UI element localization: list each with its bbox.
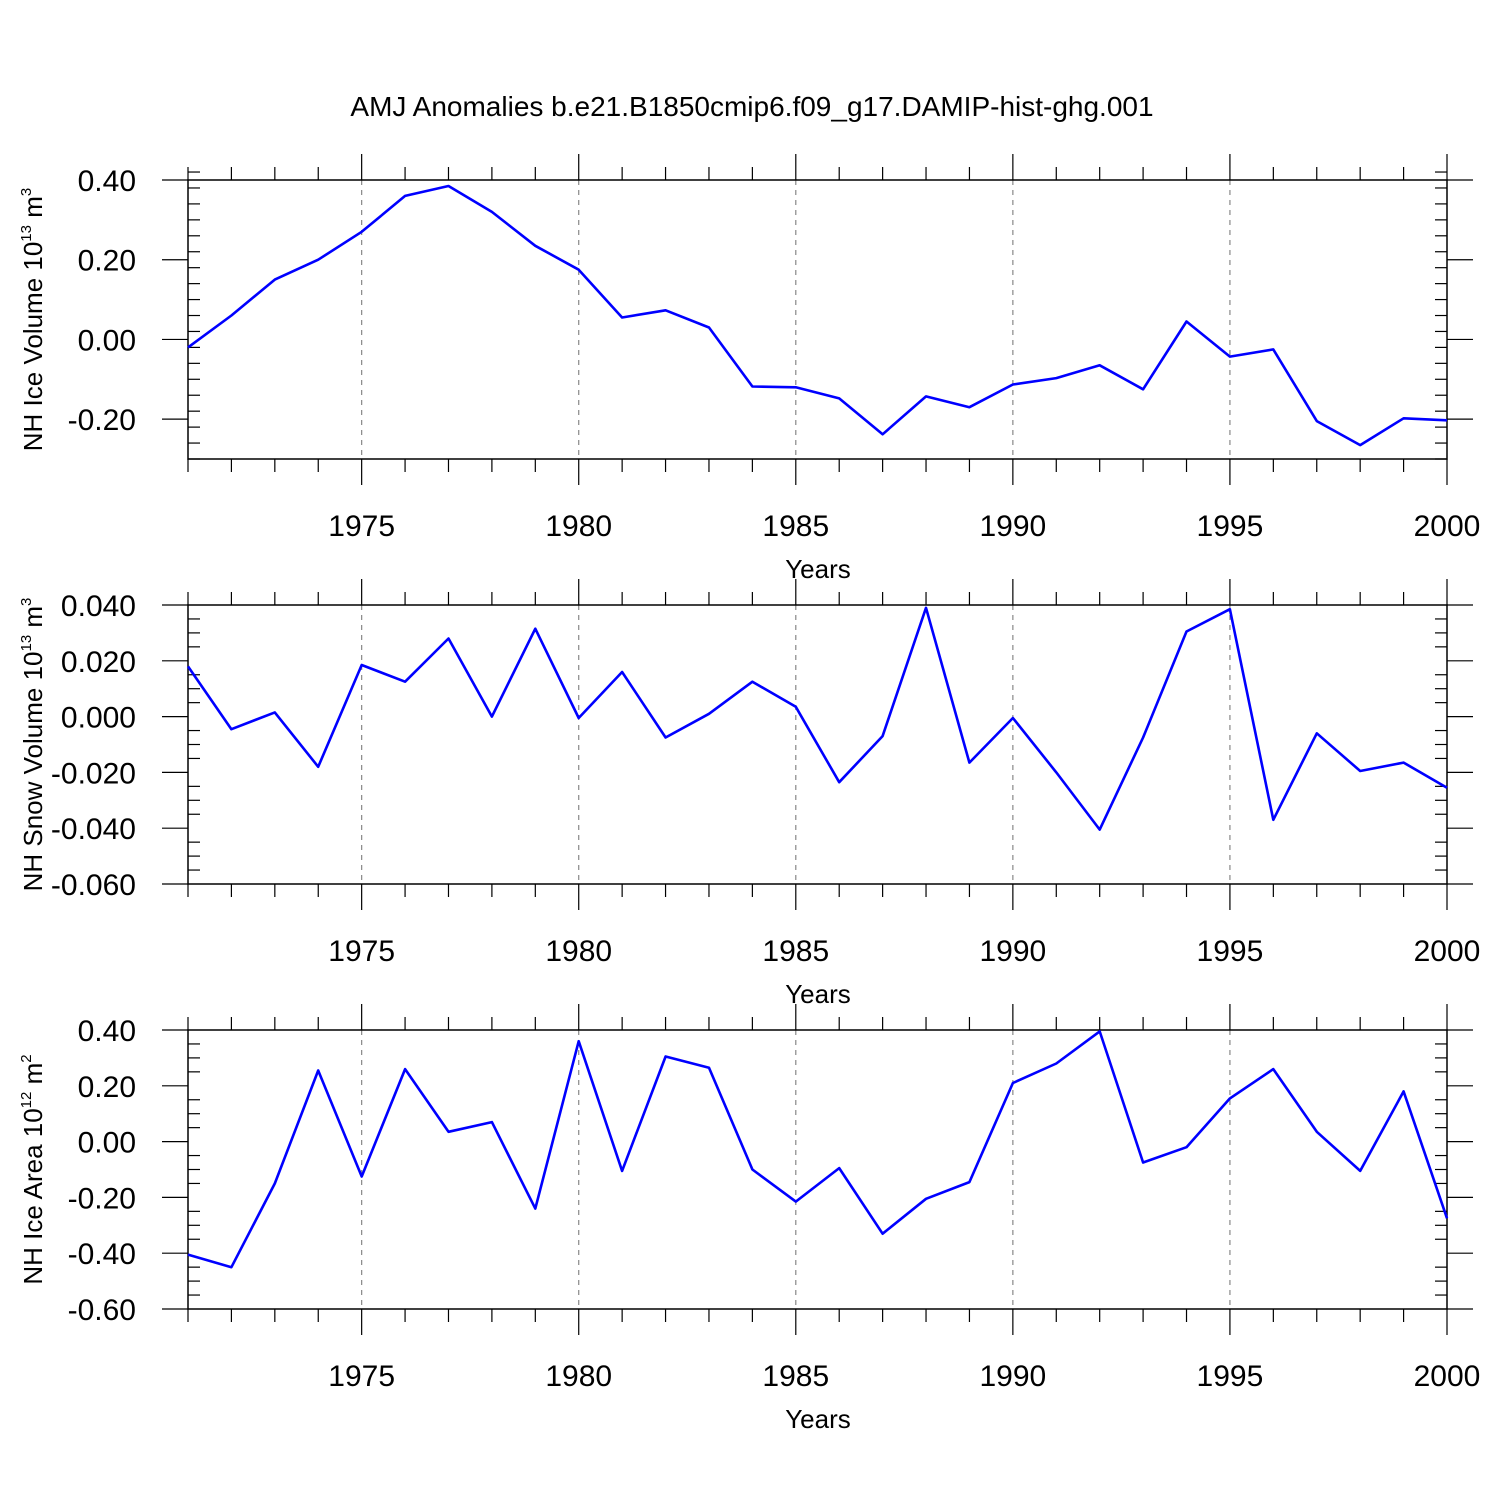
x-tick-label: 1995 <box>1197 935 1264 968</box>
y-tick-label: -0.20 <box>68 404 136 437</box>
y-tick-label: -0.020 <box>51 757 136 790</box>
y-tick-label: 0.000 <box>61 702 136 735</box>
x-axis-label: Years <box>785 554 851 584</box>
y-tick-label: -0.20 <box>68 1182 136 1215</box>
y-axis-label: NH Ice Area 1012 m2 <box>18 1054 48 1284</box>
figure-title: AMJ Anomalies b.e21.B1850cmip6.f09_g17.D… <box>350 91 1153 122</box>
y-tick-label: 0.40 <box>78 1015 136 1048</box>
x-tick-label: 1980 <box>545 1360 612 1393</box>
panel-1: 0.40 0.20 0.00 -0.20 1975 1980 1985 1990 1995 200… <box>18 154 1480 584</box>
x-tick-label: 1995 <box>1197 510 1264 543</box>
x-tick-label: 1980 <box>545 510 612 543</box>
x-tick-label: 1975 <box>328 1360 395 1393</box>
y-tick-label: 0.040 <box>61 590 136 623</box>
x-tick-label: 1990 <box>979 510 1046 543</box>
x-tick-label: 1990 <box>979 935 1046 968</box>
y-axis-label: NH Snow Volume 1013 m3 <box>18 598 48 892</box>
y-tick-label: 0.00 <box>78 324 136 357</box>
y-tick-label: -0.060 <box>51 869 136 902</box>
x-tick-label: 2000 <box>1414 1360 1481 1393</box>
x-tick-label: 1985 <box>762 935 829 968</box>
y-tick-label: -0.40 <box>68 1238 136 1271</box>
x-tick-label: 1980 <box>545 935 612 968</box>
y-axis-label: NH Ice Volume 1013 m3 <box>18 188 48 451</box>
series-line <box>187 1030 1449 1269</box>
series-line <box>187 184 1448 447</box>
panel-3: 0.40 0.20 0.00 -0.20 -0.40 -0.60 1975 1980 1985 1… <box>18 1004 1480 1434</box>
y-tick-label: -0.60 <box>68 1294 136 1327</box>
x-tick-label: 1990 <box>979 1360 1046 1393</box>
series-line <box>186 606 1448 831</box>
x-tick-label: 1995 <box>1197 1360 1264 1393</box>
x-tick-label: 1975 <box>328 935 395 968</box>
x-tick-label: 1985 <box>762 510 829 543</box>
y-tick-label: -0.040 <box>51 813 136 846</box>
plot-frame <box>187 179 1448 460</box>
y-tick-label: 0.020 <box>61 646 136 679</box>
x-tick-label: 2000 <box>1414 510 1481 543</box>
y-tick-label: 0.00 <box>78 1127 136 1160</box>
x-axis-label: Years <box>785 1404 851 1434</box>
plot-frame <box>187 1029 1448 1310</box>
x-tick-label: 1975 <box>328 510 395 543</box>
x-tick-label: 1985 <box>762 1360 829 1393</box>
panel-2: 0.040 0.020 0.000 -0.020 -0.040 -0.060 1975 198… <box>18 579 1480 1009</box>
x-axis-label: Years <box>785 979 851 1009</box>
y-tick-label: 0.40 <box>78 165 136 198</box>
panels: 0.40 0.20 0.00 -0.20 1975 1980 1985 1990 1995 200… <box>18 154 1480 1434</box>
y-tick-label: 0.20 <box>78 245 136 278</box>
x-tick-label: 2000 <box>1414 935 1481 968</box>
y-tick-label: 0.20 <box>78 1071 136 1104</box>
